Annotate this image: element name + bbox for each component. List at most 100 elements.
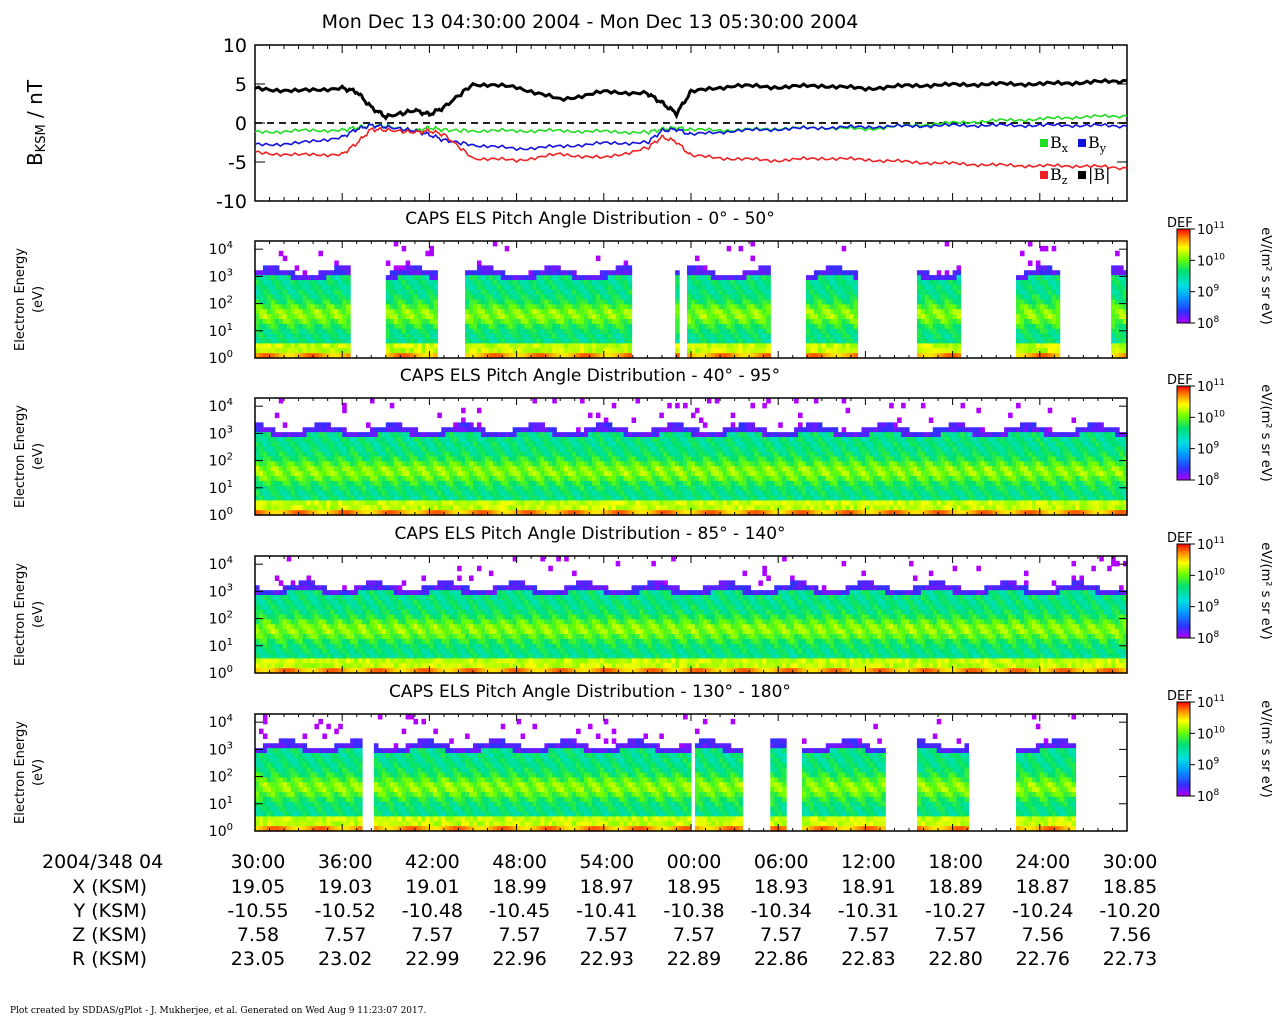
spectrogram-cell xyxy=(572,275,577,280)
spectrogram-cell xyxy=(814,309,819,314)
spectrogram-cell xyxy=(655,437,660,442)
spectrogram-cell xyxy=(532,304,537,309)
spectrogram-cell xyxy=(921,280,926,285)
spectrogram-cell xyxy=(382,466,387,471)
spectrogram-cell xyxy=(513,285,518,290)
spectrogram-cell xyxy=(267,324,272,329)
spectrogram-cell xyxy=(382,500,387,505)
spectrogram-cell xyxy=(540,304,545,309)
spectrogram-cell xyxy=(564,295,569,300)
spectrogram-cell xyxy=(814,275,819,280)
spectrogram-cell xyxy=(259,471,264,476)
spectrogram-cell xyxy=(406,437,411,442)
spectrogram-cell xyxy=(1016,319,1021,324)
spectrogram-cell xyxy=(299,491,304,496)
spectrogram-cell xyxy=(850,300,855,305)
spectrogram-cell xyxy=(263,314,268,319)
spectrogram-cell xyxy=(489,471,494,476)
spectrogram-cell xyxy=(330,427,335,432)
spectrogram-cell xyxy=(418,461,423,466)
spectrogram-cell xyxy=(346,300,351,305)
spectrogram-cell xyxy=(505,432,510,437)
spectrogram-cell xyxy=(643,432,648,437)
spectrogram-cell xyxy=(822,339,827,344)
spectrogram-cell xyxy=(477,295,482,300)
spectrogram-cell xyxy=(624,270,629,275)
spectrogram-cell xyxy=(509,481,514,486)
spectrogram-cell xyxy=(1056,334,1061,339)
spectrogram-cell xyxy=(433,452,438,457)
spectrogram-cell xyxy=(830,329,835,334)
spectrogram-cell xyxy=(517,496,522,501)
spectrogram-cell xyxy=(1052,319,1057,324)
spectrogram-cell xyxy=(743,295,748,300)
spectrogram-cell xyxy=(838,334,843,339)
spectrogram-cell xyxy=(509,348,514,353)
spectrogram-cell xyxy=(1115,319,1120,324)
spectrogram-cell xyxy=(493,285,498,290)
spectrogram-cell xyxy=(477,339,482,344)
spectrogram-cell xyxy=(271,486,276,491)
spectrogram-cell xyxy=(481,275,486,280)
spectrogram-cell xyxy=(386,471,391,476)
spectrogram-cell xyxy=(945,319,950,324)
spectrogram-cell xyxy=(620,339,625,344)
spectrogram-cell xyxy=(548,442,553,447)
spectrogram-cell xyxy=(338,481,343,486)
spectrogram-cell xyxy=(707,348,712,353)
spectrogram-cell xyxy=(473,476,478,481)
spectrogram-cell xyxy=(588,452,593,457)
magnetic-field-panel: 1050-5-10Bx ByBz |B|BKSM / nT xyxy=(23,35,1127,213)
spectrogram-cell xyxy=(608,500,613,505)
spectrogram-cell xyxy=(1020,304,1025,309)
spectrogram-cell xyxy=(374,437,379,442)
spectrogram-cell xyxy=(624,339,629,344)
spectrogram-cell xyxy=(604,427,609,432)
spectrogram-cell xyxy=(953,300,958,305)
spectrogram-cell xyxy=(497,500,502,505)
spectrogram-cell xyxy=(842,319,847,324)
spectrogram-cell xyxy=(259,427,264,432)
spectrogram-cell xyxy=(818,324,823,329)
spectrogram-cell xyxy=(263,466,268,471)
spectrogram-cell xyxy=(532,324,537,329)
spectrogram-cell xyxy=(632,452,637,457)
spectrogram-cell xyxy=(715,314,720,319)
spectrogram-cell xyxy=(933,343,938,348)
spectrogram-cell xyxy=(263,304,268,309)
spectrogram-cell xyxy=(1020,285,1025,290)
spectrogram-cell xyxy=(810,285,815,290)
spectrogram-cell xyxy=(1044,348,1049,353)
spectrogram-cell xyxy=(608,437,613,442)
spectrogram-cell xyxy=(568,348,573,353)
spectrogram-cell xyxy=(544,324,549,329)
spectrogram-cell xyxy=(1028,319,1033,324)
spectrogram-cell xyxy=(271,324,276,329)
spectrogram-cell xyxy=(703,500,708,505)
spectrogram-cell xyxy=(556,300,561,305)
spectrogram-cell xyxy=(584,290,589,295)
spectrogram-cell xyxy=(366,437,371,442)
spectrogram-cell xyxy=(334,295,339,300)
spectrogram-cell xyxy=(334,486,339,491)
spectrogram-cell xyxy=(310,461,315,466)
spectrogram-cell xyxy=(588,309,593,314)
spectrogram-cell xyxy=(604,343,609,348)
spectrogram-cell xyxy=(703,437,708,442)
spectrogram-cell xyxy=(513,309,518,314)
spectrogram-cell xyxy=(814,290,819,295)
spectrogram-cell xyxy=(620,295,625,300)
spectrogram-cell xyxy=(580,481,585,486)
spectrogram-cell xyxy=(517,466,522,471)
spectrogram-cell xyxy=(659,457,664,462)
spectrogram-cell xyxy=(421,447,426,452)
spectrogram-cell xyxy=(386,491,391,496)
spectrogram-cell xyxy=(576,290,581,295)
spectrogram-cell xyxy=(560,285,565,290)
spectrogram-cell xyxy=(326,314,331,319)
spectrogram-cell xyxy=(699,329,704,334)
spectrogram-cell xyxy=(338,442,343,447)
spectrogram-cell xyxy=(346,447,351,452)
spectrogram-cell xyxy=(1052,295,1057,300)
spectrogram-cell xyxy=(643,447,648,452)
